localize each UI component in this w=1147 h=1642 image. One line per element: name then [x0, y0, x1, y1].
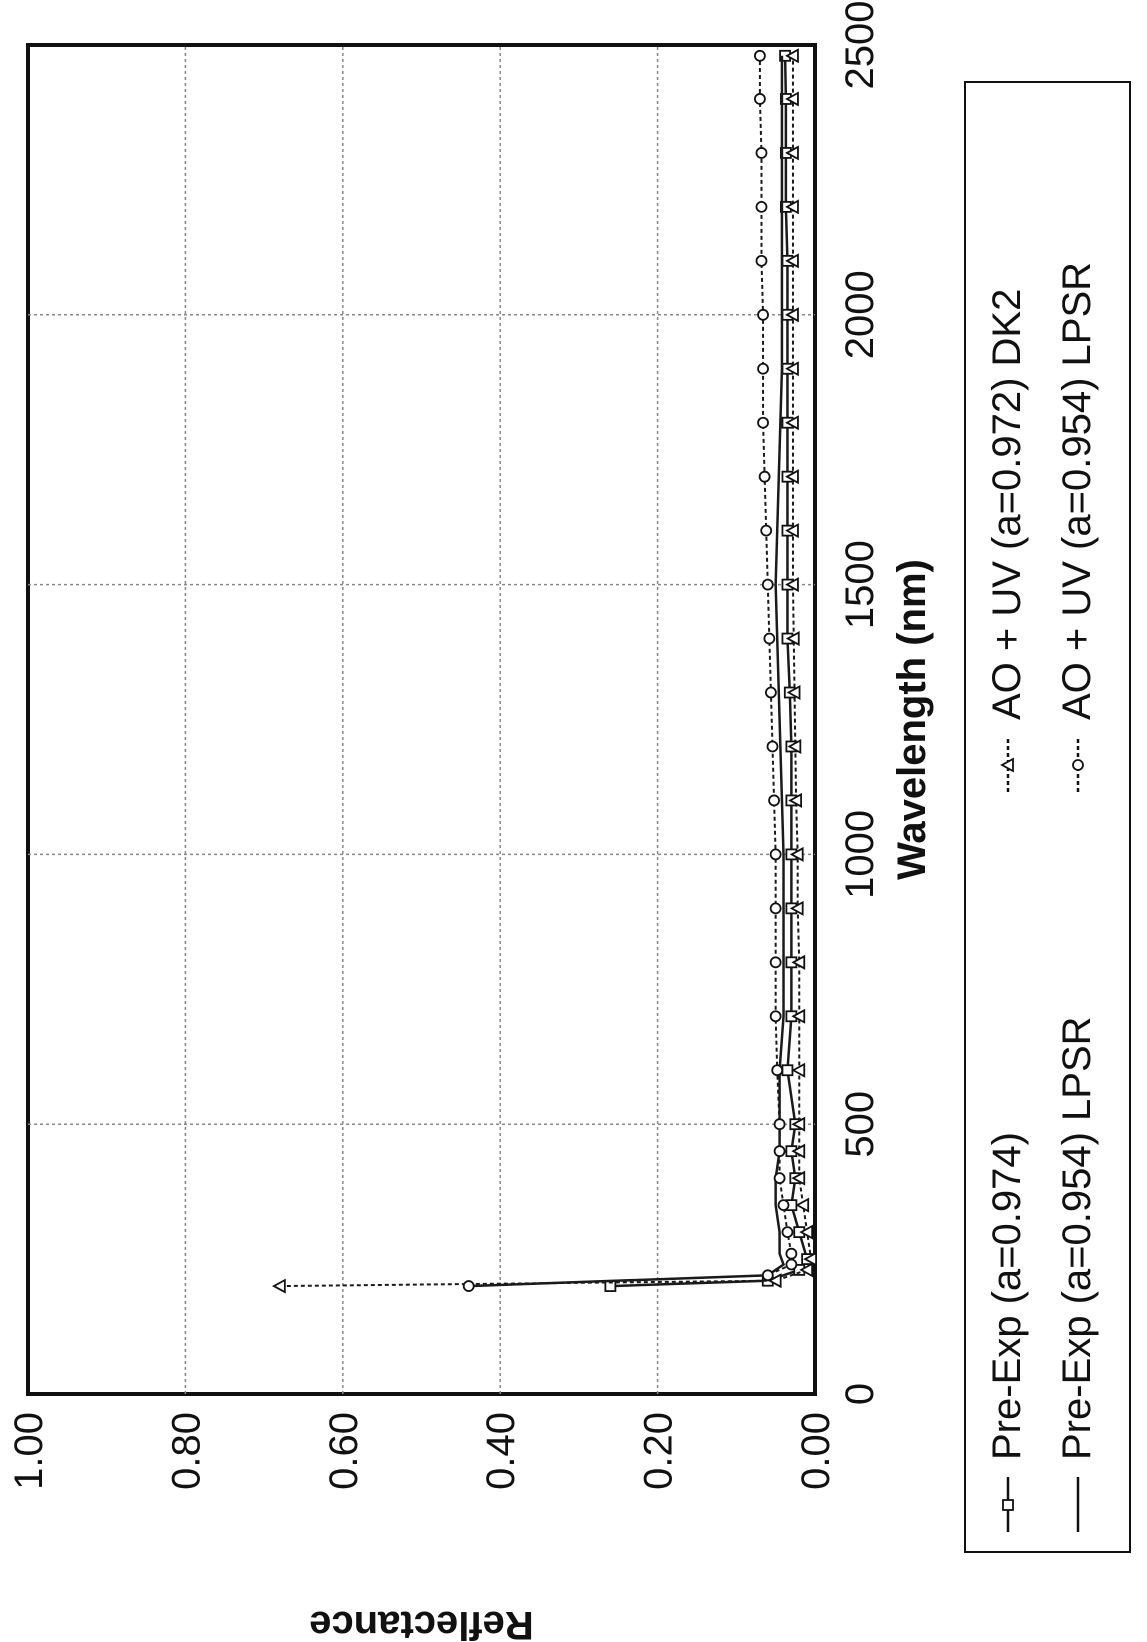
data-point: [791, 1116, 806, 1132]
data-point: [785, 145, 799, 161]
data-point: [785, 91, 799, 107]
x-tick-label: 2000: [838, 270, 882, 359]
data-point: [754, 93, 766, 105]
data-point: [785, 1247, 798, 1260]
data-point: [799, 1224, 814, 1240]
legend-item: AO + UV (a=0.954) LPSR: [1055, 262, 1099, 792]
data-point: [785, 48, 799, 64]
data-point: [773, 1145, 786, 1158]
data-point: [791, 1062, 806, 1078]
data-point: [785, 577, 799, 593]
data-point: [781, 1226, 794, 1239]
y-axis-title: Reflectance: [309, 1603, 534, 1642]
data-point: [789, 846, 804, 862]
data-point: [761, 578, 774, 591]
data-point: [1002, 1499, 1014, 1511]
data-point: [773, 1118, 786, 1131]
y-tick-label: 0.40: [479, 1412, 523, 1490]
rotated-chart: 0 500 1000 1500 2000 2500 0.00 0.20 0.40 0.60 0.8…: [7, 1, 1131, 1642]
data-point: [757, 362, 769, 375]
plot-frame: [26, 43, 817, 1396]
data-point: [757, 308, 769, 321]
data-point: [768, 794, 780, 807]
data-point: [785, 631, 800, 647]
plot-area: [26, 43, 817, 1396]
data-point: [757, 416, 769, 429]
legend-item: Pre-Exp (a=0.974): [985, 1132, 1029, 1532]
series-3: [271, 48, 817, 1294]
data-point: [787, 738, 802, 754]
legend-items: Pre-Exp (a=0.974) Pre-Exp (a=0.954) LPSR A…: [985, 262, 1099, 1532]
data-point: [777, 1199, 790, 1212]
data-point: [773, 1172, 786, 1185]
legend-item: AO + UV (a=0.972) DK2: [985, 289, 1029, 792]
legend-label: Pre-Exp (a=0.974): [985, 1132, 1029, 1460]
data-point: [791, 954, 806, 970]
data-point: [785, 523, 799, 539]
data-point: [760, 524, 773, 537]
data-point: [785, 1258, 798, 1271]
data-point: [781, 1064, 794, 1077]
data-point: [785, 469, 799, 485]
data-point: [799, 1262, 814, 1278]
legend-item: Pre-Exp (a=0.954) LPSR: [1055, 1016, 1099, 1532]
series-4: [462, 49, 798, 1292]
data-point: [791, 1008, 806, 1024]
series-layer: [271, 48, 817, 1294]
y-tick-label: 0.80: [164, 1412, 208, 1490]
data-point: [755, 147, 768, 159]
gridlines: [28, 45, 815, 1394]
series-2: [468, 55, 786, 1288]
y-tick-label: 0.60: [322, 1412, 366, 1490]
data-point: [1072, 759, 1084, 771]
data-point: [785, 307, 799, 323]
data-point: [763, 632, 776, 645]
data-point: [789, 900, 804, 916]
y-tick-label: 1.00: [7, 1412, 51, 1490]
data-point: [771, 1064, 784, 1077]
data-point: [785, 199, 799, 215]
x-tick-label: 500: [838, 1091, 882, 1158]
data-point: [761, 1269, 774, 1282]
data-point: [769, 1010, 782, 1023]
data-point: [462, 1280, 475, 1292]
data-point: [769, 956, 782, 969]
series-line: [468, 55, 786, 1288]
data-point: [785, 361, 799, 377]
data-point: [803, 1251, 817, 1267]
x-axis-title: Wavelength (nm): [890, 559, 934, 880]
data-point: [769, 848, 782, 861]
legend-box: [964, 81, 1131, 1553]
legend-label: AO + UV (a=0.954) LPSR: [1055, 262, 1099, 720]
legend: Pre-Exp (a=0.974) Pre-Exp (a=0.954) LPSR A…: [964, 81, 1131, 1553]
y-tick-label: 0.20: [637, 1412, 681, 1490]
legend-label: Pre-Exp (a=0.954) LPSR: [1055, 1016, 1099, 1460]
x-tick-labels: 0 500 1000 1500 2000 2500: [838, 1, 882, 1406]
x-tick-label: 0: [838, 1383, 882, 1405]
data-point: [765, 686, 777, 699]
data-point: [1000, 757, 1014, 773]
data-point: [758, 470, 771, 483]
data-point: [271, 1278, 286, 1294]
data-point: [785, 253, 799, 269]
x-tick-label: 1000: [838, 810, 882, 899]
data-point: [788, 792, 803, 808]
data-point: [755, 200, 768, 213]
data-point: [754, 49, 766, 62]
x-tick-label: 1500: [838, 540, 882, 629]
data-point: [766, 740, 779, 753]
data-point: [786, 685, 801, 701]
y-tick-labels: 0.00 0.20 0.40 0.60 0.80 1.00: [7, 1412, 838, 1490]
data-point: [769, 902, 782, 915]
data-point: [755, 254, 768, 267]
y-tick-label: 0.00: [794, 1412, 838, 1490]
data-point: [791, 1170, 806, 1186]
data-point: [785, 415, 799, 431]
data-point: [795, 1197, 810, 1213]
data-point: [767, 1273, 782, 1289]
legend-label: AO + UV (a=0.972) DK2: [985, 289, 1029, 720]
data-point: [791, 1143, 806, 1159]
x-tick-label: 2500: [838, 1, 882, 90]
